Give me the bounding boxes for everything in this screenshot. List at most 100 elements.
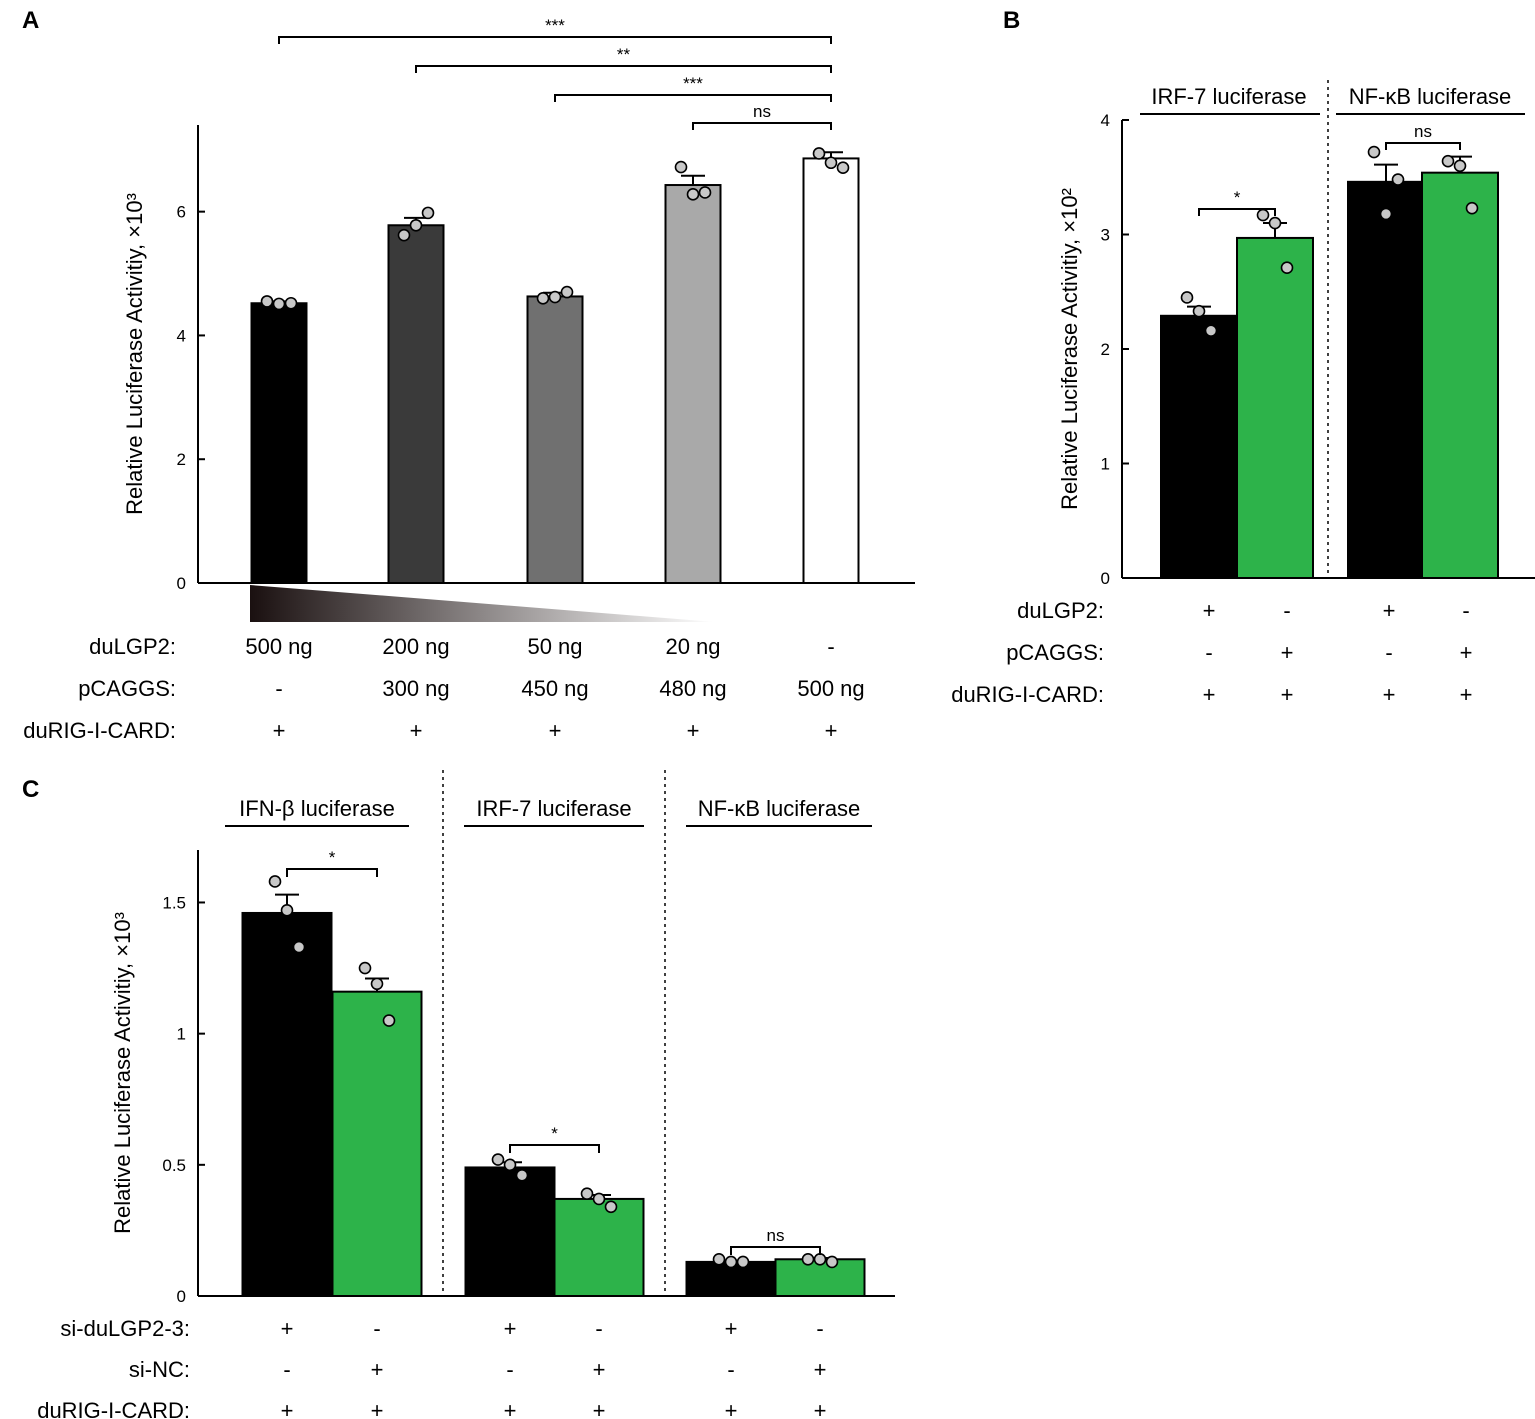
panel-b-y-tick-label: 1	[1101, 455, 1110, 474]
panel-c-condition-value: +	[725, 1398, 738, 1419]
panel-c-bar	[333, 992, 422, 1296]
panel-b-condition-value: +	[1460, 640, 1473, 665]
panel-a-y-tick-label: 6	[177, 203, 186, 222]
panel-b-y-tick-label: 0	[1101, 569, 1110, 588]
panel-label-c: C	[22, 776, 39, 803]
panel-c-data-point	[372, 978, 383, 989]
panel-a-data-point	[423, 207, 434, 218]
panel-a-y-tick-label: 2	[177, 450, 186, 469]
panel-c-data-point	[582, 1188, 593, 1199]
panel-a-data-point	[676, 162, 687, 173]
panel-b-data-point	[1182, 292, 1193, 303]
chart-panel-c: 00.511.5Relative Luciferase Activitiy, ×…	[37, 770, 895, 1419]
panel-c-data-point	[517, 1170, 528, 1181]
panel-a-y-axis-label: Relative Luciferase Activitiy, ×10³	[122, 193, 147, 515]
panel-b-y-tick-label: 2	[1101, 340, 1110, 359]
panel-b-data-point	[1194, 306, 1205, 317]
panel-a-data-point	[688, 189, 699, 200]
chart-panel-b: 0 1 2 3 4 Relative Luciferase Activitiy, ×10²…	[951, 80, 1535, 707]
panel-c-condition-value: +	[593, 1357, 606, 1382]
panel-c-y-tick-label: 1.5	[162, 893, 186, 912]
chart-panel-a: 0 2 4 6 Relative Luciferase Activitiy, ×10³ *…	[23, 16, 915, 743]
panel-c-data-point	[594, 1193, 605, 1204]
panel-a-significance-bracket	[555, 95, 831, 102]
panel-b-significance-bracket-label: ns	[1414, 122, 1432, 141]
panel-b-bar	[1237, 238, 1313, 578]
panel-c-condition-value: -	[283, 1357, 290, 1382]
panel-a-data-point	[286, 298, 297, 309]
panel-a-significance-bracket-label: ns	[753, 102, 771, 121]
panel-c-condition-value: +	[371, 1398, 384, 1419]
panel-b-condition-value: -	[1462, 598, 1469, 623]
panel-c-data-point	[270, 876, 281, 887]
panel-c-data-point	[738, 1256, 749, 1267]
panel-a-condition-value: 300 ng	[382, 676, 449, 701]
panel-c-data-point	[815, 1254, 826, 1265]
panel-a-significance-bracket-label: **	[617, 45, 631, 64]
panel-c-condition-value: -	[506, 1357, 513, 1382]
panel-a-condition-label: duRIG-I-CARD:	[23, 718, 176, 743]
panel-b-condition-label: duLGP2:	[1017, 598, 1104, 623]
panel-c-data-point	[726, 1256, 737, 1267]
panel-c-condition-value: +	[504, 1316, 517, 1341]
panel-label-b: B	[1003, 7, 1020, 34]
panel-a-condition-label: pCAGGS:	[78, 676, 176, 701]
panel-c-condition-label: si-NC:	[129, 1357, 190, 1382]
panel-a-condition-value: 450 ng	[521, 676, 588, 701]
panel-c-bar	[555, 1199, 644, 1296]
panel-a-significance-bracket	[693, 123, 831, 130]
panel-c-data-point	[606, 1201, 617, 1212]
panel-c-significance-bracket-label: *	[329, 848, 336, 867]
panel-a-condition-value: -	[275, 676, 282, 701]
panel-a-data-point	[550, 292, 561, 303]
panel-a-bar	[252, 303, 307, 583]
panel-b-bar	[1348, 182, 1424, 578]
panel-a-bar	[804, 158, 859, 583]
panel-a-condition-value: 50 ng	[527, 634, 582, 659]
panel-c-data-point	[282, 905, 293, 916]
panel-c-significance-bracket-label: *	[551, 1124, 558, 1143]
panel-a-condition-label: duLGP2:	[89, 634, 176, 659]
panel-a-bar	[389, 225, 444, 583]
panel-c-y-tick-label: 0.5	[162, 1156, 186, 1175]
panel-a-data-point	[399, 230, 410, 241]
panel-c-data-point	[360, 963, 371, 974]
panel-c-condition-value: +	[371, 1357, 384, 1382]
panel-a-significance-bracket	[279, 37, 831, 44]
panel-a-data-point	[814, 148, 825, 159]
panel-a-condition-value: +	[549, 718, 562, 743]
panel-c-condition-value: -	[373, 1316, 380, 1341]
panel-a-condition-value: +	[273, 718, 286, 743]
panel-b-y-axis-label: Relative Luciferase Activitiy, ×10²	[1057, 188, 1082, 510]
panel-a-data-point	[838, 162, 849, 173]
panel-c-group-header: IFN-β luciferase	[239, 796, 395, 821]
panel-b-bar	[1422, 173, 1498, 578]
panel-b-condition-value: -	[1385, 640, 1392, 665]
panel-a-condition-value: +	[410, 718, 423, 743]
panel-a-condition-value: 200 ng	[382, 634, 449, 659]
panel-c-condition-value: +	[725, 1316, 738, 1341]
panel-a-data-point	[538, 293, 549, 304]
panel-b-significance-bracket-label: *	[1234, 188, 1241, 207]
panel-a-bar	[666, 185, 721, 583]
panel-c-condition-value: -	[727, 1357, 734, 1382]
panel-label-a: A	[22, 7, 39, 34]
panel-b-condition-value: -	[1205, 640, 1212, 665]
panel-b-data-point	[1393, 174, 1404, 185]
panel-c-group-header: IRF-7 luciferase	[476, 796, 631, 821]
panel-a-y-tick-label: 4	[177, 326, 186, 345]
panel-c-significance-bracket-label: ns	[767, 1226, 785, 1245]
panel-b-condition-value: +	[1460, 682, 1473, 707]
panel-a-data-point	[562, 287, 573, 298]
panel-a-data-point	[262, 296, 273, 307]
panel-a-condition-value: 480 ng	[659, 676, 726, 701]
panel-c-data-point	[827, 1256, 838, 1267]
panel-a-condition-value: 500 ng	[797, 676, 864, 701]
panel-b-condition-label: pCAGGS:	[1006, 640, 1104, 665]
panel-c-condition-value: +	[281, 1398, 294, 1419]
panel-c-bar	[243, 913, 332, 1296]
figure-canvas: A B C 0 2 4 6 Relative Luciferase Activitiy,…	[0, 0, 1535, 1419]
panel-a-data-point	[700, 187, 711, 198]
panel-a-condition-value: 500 ng	[245, 634, 312, 659]
panel-a-data-point	[274, 298, 285, 309]
